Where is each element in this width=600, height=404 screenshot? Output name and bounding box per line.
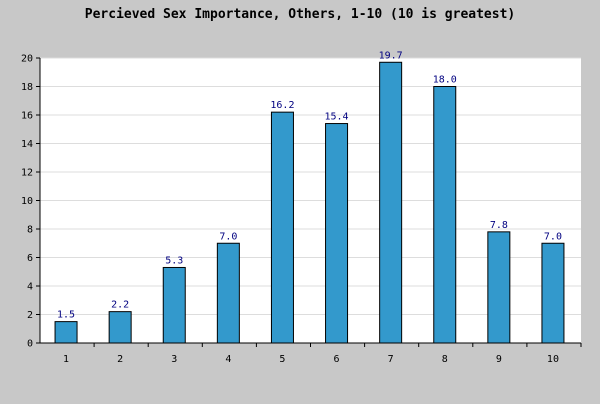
value-label-8: 18.0 bbox=[433, 75, 457, 86]
value-label-7: 19.7 bbox=[379, 50, 403, 61]
x-tick-label-2: 2 bbox=[117, 354, 123, 365]
x-tick-label-3: 3 bbox=[171, 354, 177, 365]
x-tick-label-6: 6 bbox=[334, 354, 340, 365]
y-tick-label: 6 bbox=[27, 253, 33, 264]
y-tick-label: 18 bbox=[21, 82, 33, 93]
x-tick-label-8: 8 bbox=[442, 354, 448, 365]
y-tick-label: 0 bbox=[27, 339, 33, 350]
bar-2 bbox=[108, 311, 132, 344]
value-label-6: 15.4 bbox=[325, 112, 349, 123]
bar-6 bbox=[325, 123, 349, 344]
bar-4 bbox=[216, 242, 240, 344]
bar-10 bbox=[541, 242, 565, 344]
gridlines bbox=[40, 57, 581, 315]
y-tick-label: 8 bbox=[27, 225, 33, 236]
x-tick-label-4: 4 bbox=[225, 354, 231, 365]
bars bbox=[54, 61, 565, 344]
y-tick-label: 10 bbox=[21, 196, 33, 207]
y-tick-label: 14 bbox=[21, 139, 33, 150]
value-label-10: 7.0 bbox=[544, 231, 562, 242]
bar-9 bbox=[487, 231, 511, 344]
y-tick-label: 2 bbox=[27, 310, 33, 321]
x-tick-label-7: 7 bbox=[388, 354, 394, 365]
value-label-3: 5.3 bbox=[165, 255, 183, 266]
bar-5 bbox=[270, 111, 294, 344]
y-tick-label: 20 bbox=[21, 54, 33, 65]
y-tick-label: 16 bbox=[21, 111, 33, 122]
y-tick-label: 4 bbox=[27, 282, 33, 293]
bar-8 bbox=[433, 86, 457, 344]
value-label-1: 1.5 bbox=[57, 310, 75, 321]
bar-1 bbox=[54, 321, 78, 344]
x-tick-label-10: 10 bbox=[547, 354, 559, 365]
x-tick-label-5: 5 bbox=[279, 354, 285, 365]
bar-3 bbox=[162, 266, 186, 344]
value-label-9: 7.8 bbox=[490, 220, 508, 231]
value-label-5: 16.2 bbox=[270, 100, 294, 111]
chart-title: Percieved Sex Importance, Others, 1-10 (… bbox=[85, 7, 515, 22]
x-tick-label-1: 1 bbox=[63, 354, 69, 365]
y-tick-label: 12 bbox=[21, 168, 33, 179]
value-labels: 1.5 2.2 5.3 7.0 16.2 15.4 19.7 18.0 7.8 7.0 bbox=[57, 50, 562, 320]
bar-7 bbox=[379, 61, 403, 344]
value-label-2: 2.2 bbox=[111, 300, 129, 311]
value-label-4: 7.0 bbox=[219, 231, 237, 242]
x-tick-label-9: 9 bbox=[496, 354, 502, 365]
